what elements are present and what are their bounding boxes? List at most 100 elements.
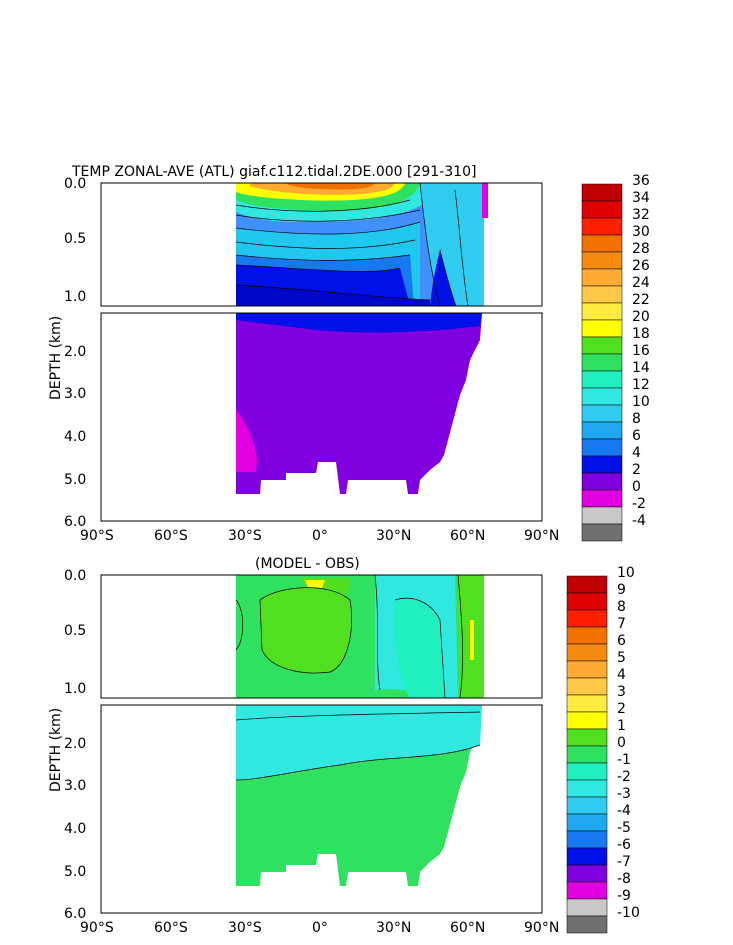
bottom-colorbar-label: -8 — [617, 871, 631, 887]
top-colorbar-swatch — [581, 438, 623, 457]
bottom-colorbar-label: -6 — [617, 837, 631, 853]
top-colorbar-swatch — [581, 404, 623, 423]
bottom-ytick-2: 1.0 — [64, 681, 86, 697]
bottom-colorbar-swatch — [566, 779, 608, 798]
bottom-colorbar-swatch — [566, 643, 608, 662]
top-xtick-6: 90°N — [524, 528, 559, 544]
top-colorbar-swatch — [581, 506, 623, 525]
bottom-ytick-0: 0.0 — [64, 568, 86, 584]
top-colorbar-label: 28 — [632, 241, 650, 257]
bottom-colorbar-label: 2 — [617, 701, 626, 717]
top-ytick-6: 5.0 — [64, 472, 86, 488]
top-colorbar-label: -4 — [632, 513, 646, 529]
bottom-ytick-4: 3.0 — [64, 778, 86, 794]
bottom-xtick-4: 30°N — [376, 920, 411, 936]
bottom-ytick-3: 2.0 — [64, 736, 86, 752]
bottom-colorbar-swatch — [566, 898, 608, 917]
top-colorbar-label: 0 — [632, 479, 641, 495]
top-colorbar-swatch — [581, 387, 623, 406]
top-colorbar-swatch — [581, 489, 623, 508]
top-colorbar-swatch — [581, 200, 623, 219]
top-title: TEMP ZONAL-AVE (ATL) giaf.c112.tidal.2DE… — [71, 164, 476, 180]
bottom-colorbar-swatch — [566, 711, 608, 730]
top-colorbar-swatch — [581, 455, 623, 474]
top-colorbar-label: 6 — [632, 428, 641, 444]
bottom-colorbar-swatch — [566, 847, 608, 866]
top-ytick-4: 3.0 — [64, 386, 86, 402]
bottom-colorbar-label: -4 — [617, 803, 631, 819]
top-ytick-2: 1.0 — [64, 289, 86, 305]
bottom-colorbar-label: 7 — [617, 616, 626, 632]
bottom-xtick-5: 60°N — [450, 920, 485, 936]
top-colorbar-label: 24 — [632, 275, 650, 291]
bottom-y-axis: 0.0 0.5 1.0 2.0 3.0 4.0 5.0 6.0 DEPTH (k… — [48, 568, 86, 922]
top-colorbar-label: 10 — [632, 394, 650, 410]
top-colorbar-label: 4 — [632, 445, 641, 461]
top-colorbar-swatch — [581, 217, 623, 236]
bottom-xtick-0: 90°S — [80, 920, 114, 936]
bottom-colorbar-label: 6 — [617, 633, 626, 649]
top-colorbar-label: 8 — [632, 411, 641, 427]
bottom-ytick-5: 4.0 — [64, 821, 86, 837]
top-ytick-7: 6.0 — [64, 514, 86, 530]
top-xtick-5: 60°N — [450, 528, 485, 544]
top-ytick-0: 0.0 — [64, 176, 86, 192]
top-xtick-1: 60°S — [154, 528, 188, 544]
bottom-ytick-7: 6.0 — [64, 906, 86, 922]
bottom-colorbar-swatch — [566, 745, 608, 764]
top-colorbar-label: -2 — [632, 496, 646, 512]
bottom-colorbar-label: 4 — [617, 667, 626, 683]
top-x-axis: 90°S 60°S 30°S 0° 30°N 60°N 90°N — [80, 528, 559, 544]
bottom-colorbar-swatch — [566, 762, 608, 781]
top-colorbar-label: 20 — [632, 309, 650, 325]
top-xtick-2: 30°S — [228, 528, 262, 544]
top-colorbar-swatch — [581, 234, 623, 253]
bottom-colorbar-swatch — [566, 881, 608, 900]
top-colorbar-swatch — [581, 523, 623, 542]
bottom-ylabel: DEPTH (km) — [48, 708, 64, 792]
top-colorbar-label: 2 — [632, 462, 641, 478]
bottom-panel: (MODEL - OBS) — [48, 556, 640, 936]
top-colorbar-label: 36 — [632, 173, 650, 189]
top-colorbar-swatch — [581, 251, 623, 270]
bottom-colorbar-swatch — [566, 677, 608, 696]
top-colorbar-swatch — [581, 472, 623, 491]
bottom-colorbar-label: -7 — [617, 854, 631, 870]
bottom-x-axis: 90°S 60°S 30°S 0° 30°N 60°N 90°N — [80, 920, 559, 936]
bottom-colorbar-label: 8 — [617, 599, 626, 615]
bottom-xtick-3: 0° — [312, 920, 328, 936]
bottom-colorbar-label: -9 — [617, 888, 631, 904]
top-panel: TEMP ZONAL-AVE (ATL) giaf.c112.tidal.2DE… — [48, 164, 650, 544]
bottom-colorbar-label: -10 — [617, 905, 640, 921]
top-ytick-1: 0.5 — [64, 231, 86, 247]
top-colorbar-label: 18 — [632, 326, 650, 342]
bottom-colorbar-label: -2 — [617, 769, 631, 785]
bottom-upper-field — [100, 574, 543, 699]
top-lower-field — [100, 312, 543, 522]
top-xtick-3: 0° — [312, 528, 328, 544]
bottom-xtick-1: 60°S — [154, 920, 188, 936]
top-colorbar-label: 16 — [632, 343, 650, 359]
top-colorbar-label: 22 — [632, 292, 650, 308]
top-colorbar-label: 30 — [632, 224, 650, 240]
bottom-colorbar-label: 9 — [617, 582, 626, 598]
bottom-colorbar-swatch — [566, 796, 608, 815]
top-ytick-5: 4.0 — [64, 429, 86, 445]
bottom-colorbar-swatch — [566, 830, 608, 849]
top-colorbar-label: 26 — [632, 258, 650, 274]
bottom-colorbar-swatch — [566, 694, 608, 713]
bottom-colorbar-swatch — [566, 813, 608, 832]
bottom-colorbar-swatch — [566, 660, 608, 679]
bottom-colorbar-swatch — [566, 626, 608, 645]
top-colorbar-swatch — [581, 353, 623, 372]
top-colorbar-swatch — [581, 336, 623, 355]
bottom-colorbar-label: 1 — [617, 718, 626, 734]
top-colorbar-swatch — [581, 319, 623, 338]
top-colorbar-swatch — [581, 268, 623, 287]
bottom-colorbar-swatch — [566, 915, 608, 934]
top-colorbar-label: 32 — [632, 207, 650, 223]
bottom-colorbar-swatch — [566, 728, 608, 747]
